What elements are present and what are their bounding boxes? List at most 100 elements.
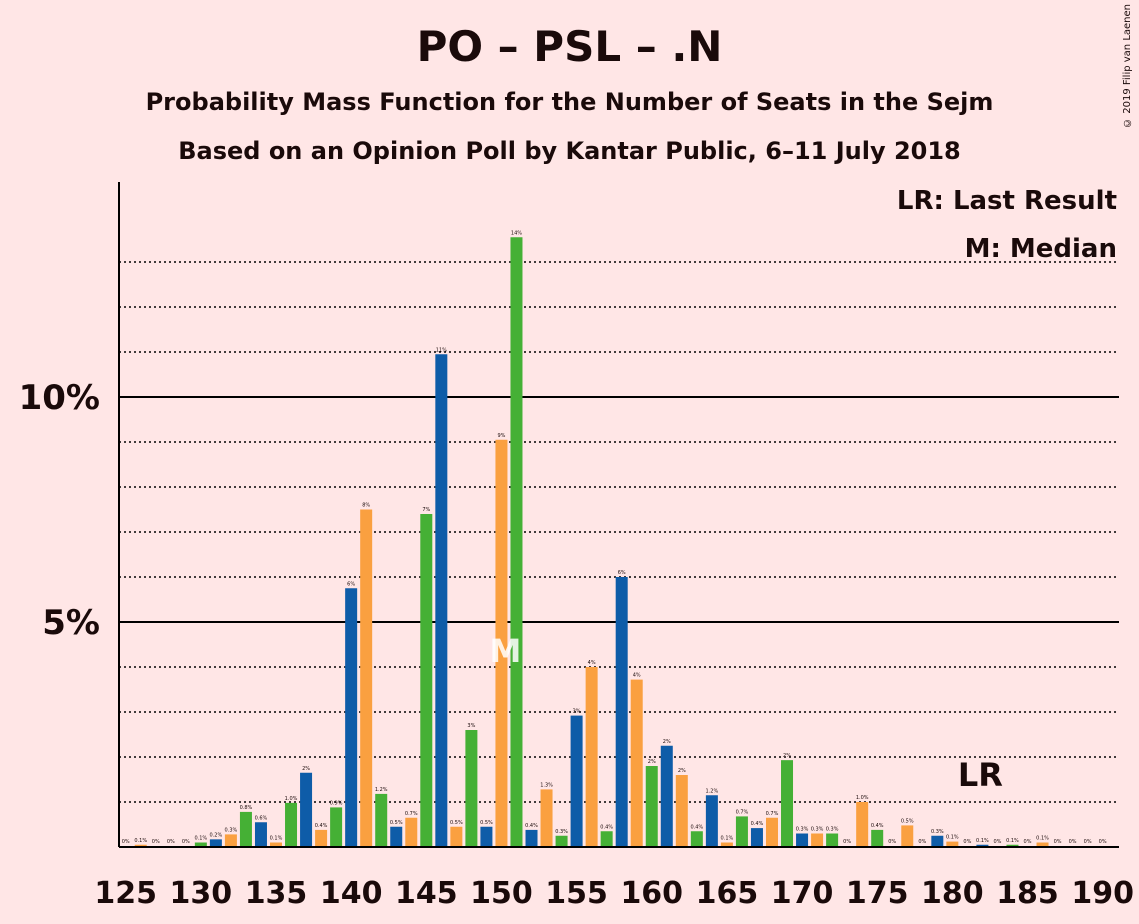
bar-value-label: 0% (1099, 839, 1107, 845)
legend-median: M: Median (965, 234, 1117, 264)
bar-value-label: 3% (467, 723, 475, 729)
bar-seat-133 (239, 811, 252, 847)
bar-seat-184 (1006, 844, 1019, 847)
bar-seat-144 (405, 817, 418, 847)
bar-seat-156 (585, 667, 598, 847)
bar-seat-182 (976, 844, 989, 847)
bar-value-label: 0% (918, 839, 926, 845)
bar-value-label: 0% (167, 839, 175, 845)
bar-value-label: 2% (648, 759, 656, 765)
bar-seat-152 (525, 829, 538, 847)
bar-seat-177 (901, 825, 914, 847)
bar-value-label: 0.4% (525, 823, 538, 829)
chart-subtitle-source: Based on an Opinion Poll by Kantar Publi… (178, 137, 961, 165)
bar-value-label: 0% (843, 839, 851, 845)
bar-value-label: 0.5% (901, 818, 914, 824)
bar-seat-155 (570, 715, 583, 847)
bar-seat-151 (510, 237, 523, 847)
bar-value-label: 0.9% (330, 800, 343, 806)
bar-value-label: 0.4% (871, 823, 884, 829)
bar-value-label: 4% (588, 660, 596, 666)
bar-value-label: 0.5% (390, 820, 403, 826)
x-tick-label: 125 (94, 876, 157, 911)
last-result-marker: LR (958, 756, 1003, 794)
x-tick-label: 170 (771, 876, 834, 911)
bar-value-label: 3% (573, 709, 581, 715)
bar-seat-164 (705, 795, 718, 847)
bar-seat-140 (345, 588, 358, 847)
bar-value-label: 0.7% (766, 811, 779, 817)
bar-value-label: 0.5% (480, 820, 493, 826)
bar-seat-162 (675, 775, 688, 847)
bar-value-label: 9% (497, 433, 505, 439)
bar-value-label: 0.3% (555, 829, 568, 835)
bar-value-label: 0.7% (736, 809, 749, 815)
chart-title: PO – PSL – .N (416, 22, 723, 71)
bar-value-label: 1.2% (375, 787, 388, 793)
bar-value-label: 2% (678, 768, 686, 774)
median-marker: M (490, 632, 522, 670)
bar-seat-159 (630, 679, 643, 847)
bar-seat-153 (540, 789, 553, 847)
bar-seat-130 (194, 842, 207, 847)
bar-value-label: 0% (1084, 839, 1092, 845)
bar-seat-141 (360, 509, 373, 847)
bar-value-label: 0.7% (405, 811, 418, 817)
bar-value-label: 0.2% (210, 832, 223, 838)
bar-value-label: 0.1% (721, 836, 734, 842)
bar-seat-143 (390, 826, 403, 847)
bar-value-label: 0.3% (225, 827, 238, 833)
x-tick-label: 155 (545, 876, 608, 911)
bar-value-label: 0% (1069, 839, 1077, 845)
bar-value-label: 0.1% (976, 838, 989, 844)
bar-seat-148 (465, 730, 478, 847)
bar-value-label: 0.3% (796, 827, 809, 833)
bar-seat-136 (285, 802, 298, 847)
bar-value-label: 14% (511, 230, 522, 236)
bar-seat-167 (750, 828, 763, 847)
bar-seat-142 (375, 793, 388, 847)
bar-value-label: 0% (963, 839, 971, 845)
bar-seat-135 (270, 842, 282, 847)
bar-seat-137 (300, 772, 313, 847)
bar-value-label: 0% (1054, 839, 1062, 845)
bar-value-label: 1.2% (706, 788, 719, 794)
bar-value-label: 0.1% (270, 836, 283, 842)
bar-value-label: 1.3% (540, 782, 553, 788)
bar-value-label: 2% (663, 739, 671, 745)
bar-value-label: 7% (422, 507, 430, 513)
bar-seat-147 (450, 826, 463, 847)
bar-seat-139 (330, 807, 343, 847)
bar-seat-175 (871, 829, 884, 847)
x-tick-label: 160 (620, 876, 683, 911)
x-tick-label: 130 (170, 876, 233, 911)
bar-seat-158 (615, 577, 628, 847)
bar-seat-126 (134, 844, 147, 847)
x-tick-label: 175 (846, 876, 909, 911)
bar-value-label: 11% (436, 347, 447, 353)
bar-seat-179 (931, 835, 944, 847)
bar-value-label: 6% (618, 570, 626, 576)
y-tick-label: 10% (19, 378, 100, 418)
bar-seat-180 (946, 841, 959, 847)
bar-value-label: 0.1% (194, 836, 207, 842)
bar-seat-172 (826, 833, 839, 847)
bar-value-label: 0% (122, 839, 130, 845)
bar-value-label: 0.1% (1036, 836, 1049, 842)
bar-value-label: 0.3% (826, 827, 839, 833)
bar-seat-165 (720, 842, 733, 847)
bar-value-label: 0% (182, 839, 190, 845)
bar-value-label: 0.4% (751, 821, 764, 827)
bar-seat-138 (315, 829, 328, 847)
bar-seat-174 (856, 802, 869, 847)
bar-seat-146 (435, 354, 448, 847)
bar-seat-161 (660, 745, 673, 847)
legend-last-result: LR: Last Result (897, 186, 1117, 216)
bar-value-label: 0.3% (931, 829, 944, 835)
bar-value-label: 6% (347, 581, 355, 587)
bar-seat-171 (811, 833, 824, 847)
bar-seat-160 (645, 766, 658, 847)
bar-value-label: 2% (302, 766, 310, 772)
bar-value-label: 4% (633, 673, 641, 679)
